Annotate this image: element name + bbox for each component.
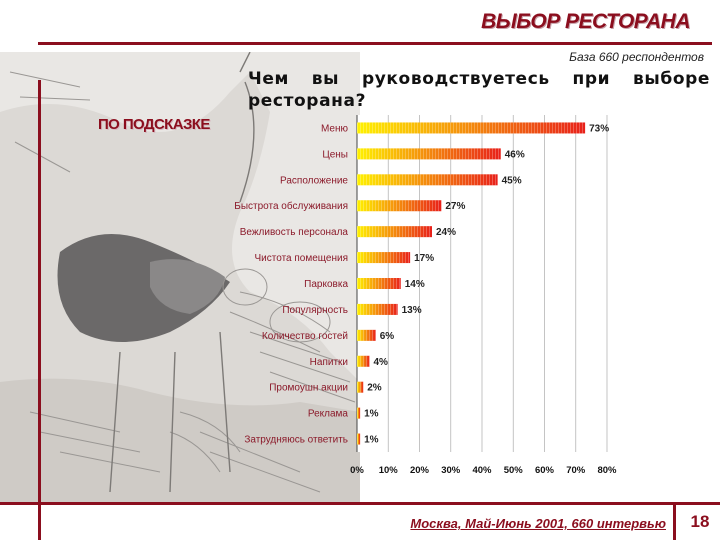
category-label: Реклама [308,409,349,420]
category-label: Чистота помещения [255,253,348,264]
bars [357,122,586,445]
value-label: 1% [364,409,379,420]
category-label: Популярность [282,305,348,316]
category-label: Расположение [280,175,348,186]
value-label: 46% [505,149,525,160]
category-label: Вежливость персонала [240,227,349,238]
bar-texture [357,252,411,264]
category-label: Промоушн акции [269,383,348,394]
x-tick-label: 30% [441,465,461,476]
bar-texture [357,407,361,419]
bar-texture [357,226,432,238]
bar-texture [357,278,401,289]
bar-texture [357,355,370,367]
x-tick-labels: 0% 10% 20% 30% 40% 50% 60% 70% 80% [350,465,617,476]
x-tick-label: 10% [379,465,399,476]
survey-question: Чем вы руководствуетесь при выборе ресто… [248,69,710,111]
category-label: Быстрота обслуживания [234,200,348,212]
value-label: 14% [405,279,425,290]
bar-texture [357,200,442,212]
category-labels: Меню Цены Расположение Быстрота обслуживани… [234,123,348,445]
bar-texture [357,303,398,315]
category-label: Затрудняюсь ответить [244,435,348,446]
title-rule [38,42,712,45]
hint-label: ПО ПОДСКАЗКЕ [98,116,210,133]
value-label: 4% [374,357,389,368]
value-label: 73% [589,123,609,134]
value-label: 45% [502,175,522,186]
value-label: 6% [380,331,395,342]
page-number: 18 [690,512,710,531]
x-tick-label: 80% [597,465,617,476]
bar-texture [357,174,498,186]
category-label: Напитки [310,357,348,368]
value-labels: 73% 46% 45% 27% 24% 17% 14% 13% 6% 4% 2% 1% 1% [364,123,609,445]
footer-text: Москва, Май-Июнь 2001, 660 интервью [410,516,666,531]
left-accent-line [38,80,41,540]
x-tick-label: 60% [535,465,555,476]
category-label: Парковка [304,279,348,290]
background-sketch [0,52,360,502]
bar-texture [357,329,376,341]
value-label: 17% [414,253,434,264]
x-tick-label: 70% [566,465,586,476]
bar-texture [357,381,364,393]
value-label: 27% [445,201,465,212]
value-label: 24% [436,227,456,238]
category-label: Цены [322,149,348,160]
x-tick-label: 40% [472,465,492,476]
bottom-rule [0,502,720,505]
bar-texture [357,122,586,134]
bar-texture [357,433,361,445]
x-tick-label: 50% [504,465,524,476]
footer-separator [673,505,676,540]
value-label: 2% [367,383,382,394]
category-label: Количество гостей [262,331,348,342]
x-tick-label: 0% [350,465,364,476]
base-note: База 660 респондентов [569,50,704,64]
value-label: 1% [364,435,379,446]
x-tick-label: 20% [410,465,430,476]
category-label: Меню [321,123,349,134]
bar-texture [357,148,501,160]
slide-title: ВЫБОР РЕСТОРАНА [481,10,690,33]
value-label: 13% [402,305,422,316]
